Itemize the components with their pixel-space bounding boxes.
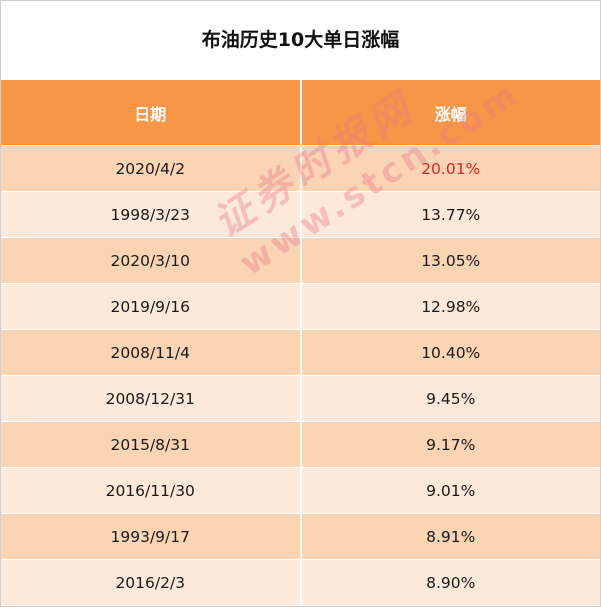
table-row: 2008/11/4 10.40% <box>1 329 600 376</box>
table-row: 2016/2/3 8.90% <box>1 559 600 605</box>
change-cell: 9.45% <box>300 375 600 422</box>
data-table: 日期 涨幅 2020/4/2 20.01% 1998/3/23 13.77% 2… <box>1 80 600 605</box>
date-cell: 2008/11/4 <box>1 329 302 376</box>
date-cell: 1993/9/17 <box>1 513 302 560</box>
date-cell: 2015/8/31 <box>1 421 302 468</box>
table-row: 2016/11/30 9.01% <box>1 467 600 514</box>
change-cell: 13.77% <box>300 191 600 238</box>
date-cell: 2020/4/2 <box>1 145 302 192</box>
change-cell: 20.01% <box>300 145 600 192</box>
table-row: 1993/9/17 8.91% <box>1 513 600 560</box>
change-cell: 10.40% <box>300 329 600 376</box>
column-header-change: 涨幅 <box>300 80 600 146</box>
change-cell: 12.98% <box>300 283 600 330</box>
table-row: 2019/9/16 12.98% <box>1 283 600 330</box>
change-cell: 9.01% <box>300 467 600 514</box>
date-cell: 2008/12/31 <box>1 375 302 422</box>
header-row: 日期 涨幅 <box>1 80 600 146</box>
table-row: 1998/3/23 13.77% <box>1 191 600 238</box>
change-cell: 13.05% <box>300 237 600 284</box>
date-cell: 2020/3/10 <box>1 237 302 284</box>
table-row: 2020/3/10 13.05% <box>1 237 600 284</box>
change-cell: 8.90% <box>300 559 600 605</box>
column-header-date: 日期 <box>1 80 302 146</box>
table-row: 2008/12/31 9.45% <box>1 375 600 422</box>
date-cell: 1998/3/23 <box>1 191 302 238</box>
table-title: 布油历史10大单日涨幅 <box>201 29 400 51</box>
table-row: 2020/4/2 20.01% <box>1 145 600 192</box>
change-cell: 9.17% <box>300 421 600 468</box>
change-cell: 8.91% <box>300 513 600 560</box>
date-cell: 2016/11/30 <box>1 467 302 514</box>
date-cell: 2019/9/16 <box>1 283 302 330</box>
date-cell: 2016/2/3 <box>1 559 302 605</box>
table-row: 2015/8/31 9.17% <box>1 421 600 468</box>
